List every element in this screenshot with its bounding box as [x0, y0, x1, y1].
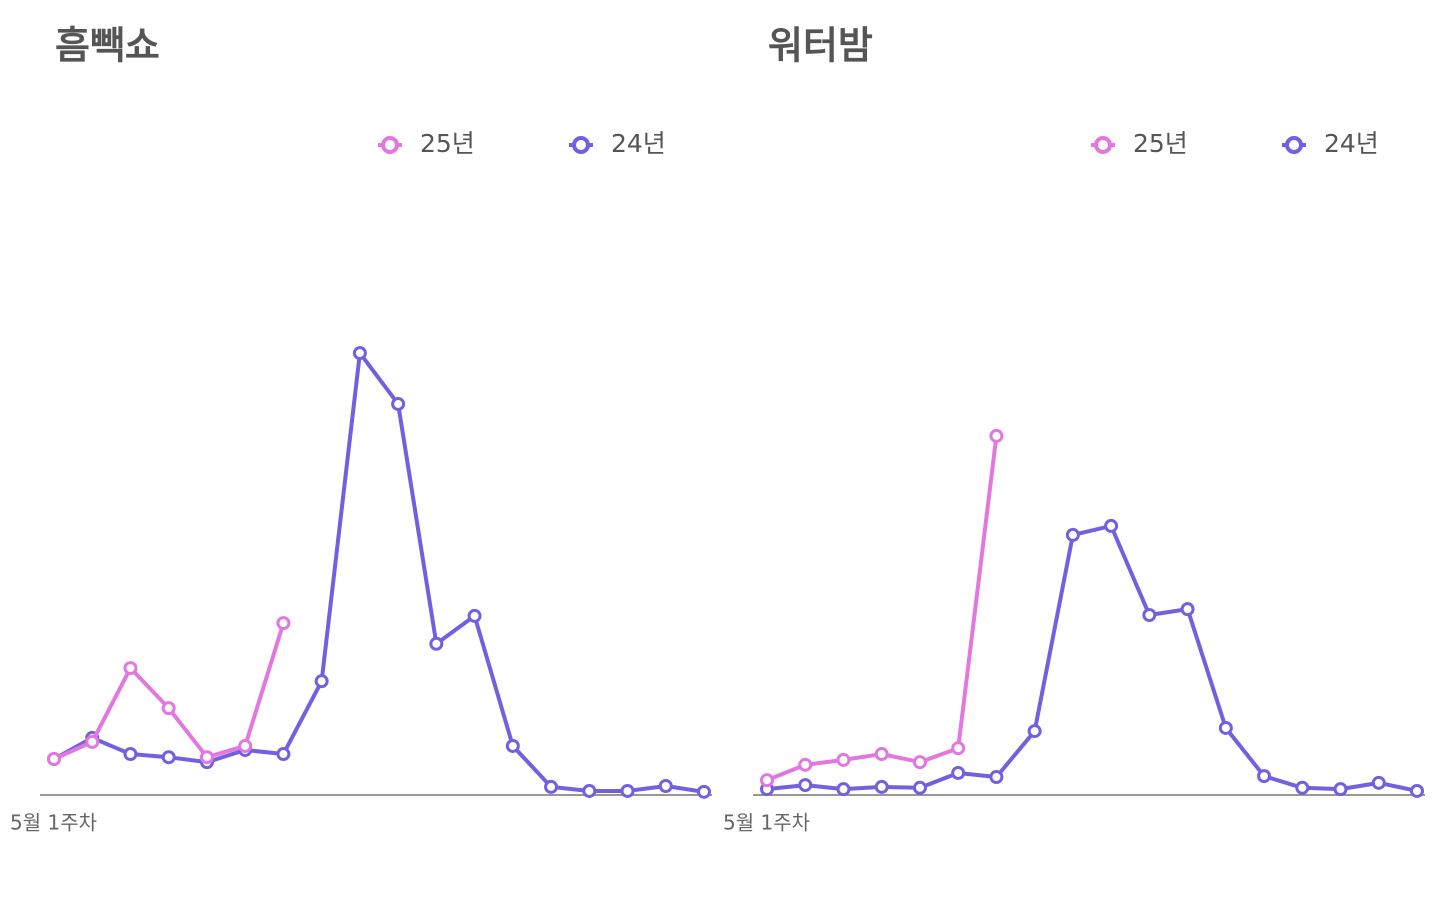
- data-point: [199, 750, 214, 765]
- data-point: [276, 616, 291, 631]
- data-point: [1333, 782, 1348, 797]
- data-point: [836, 782, 851, 797]
- data-point: [1104, 518, 1119, 533]
- data-point: [238, 738, 253, 753]
- data-point: [1295, 780, 1310, 795]
- legend-marker: [572, 136, 590, 154]
- chart-title: 흠빽쇼: [55, 24, 160, 68]
- data-point: [123, 747, 138, 762]
- data-point: [85, 734, 100, 749]
- series-line: [53, 351, 705, 794]
- data-point: [912, 755, 927, 770]
- series-line: [766, 435, 999, 783]
- legend-label: 24년: [1324, 129, 1379, 158]
- data-point: [658, 779, 673, 793]
- legend-label: 24년: [611, 129, 666, 158]
- data-point: [352, 346, 367, 361]
- data-point: [874, 779, 889, 794]
- data-point: [161, 750, 176, 765]
- data-point: [1027, 724, 1042, 739]
- data-point: [1065, 527, 1080, 542]
- legend-label: 25년: [1133, 129, 1188, 158]
- chart-title: 워터밤: [768, 24, 873, 68]
- data-point: [314, 674, 329, 689]
- legend-marker: [1285, 136, 1303, 154]
- data-point: [429, 636, 444, 651]
- data-point: [697, 784, 711, 799]
- data-point: [951, 765, 966, 780]
- data-point: [1180, 602, 1195, 617]
- data-point: [951, 741, 966, 756]
- series-line: [766, 523, 1418, 793]
- data-point: [798, 778, 813, 793]
- data-point: [1410, 783, 1424, 798]
- data-point: [1142, 608, 1157, 622]
- legend-label: 25년: [420, 129, 475, 158]
- data-point: [798, 757, 813, 772]
- data-point: [505, 738, 520, 753]
- data-point: [276, 747, 291, 762]
- data-point: [123, 661, 138, 676]
- x-tick-label: 5월 1주차: [10, 811, 97, 835]
- data-point: [874, 747, 889, 762]
- data-point: [989, 770, 1004, 784]
- data-point: [989, 428, 1004, 443]
- data-point: [836, 752, 851, 767]
- x-tick-label: 5월 1주차: [723, 811, 810, 835]
- data-point: [1218, 720, 1233, 735]
- data-point: [912, 780, 927, 795]
- data-point: [391, 396, 406, 411]
- data-point: [544, 779, 559, 794]
- legend-marker: [1094, 136, 1112, 154]
- data-point: [760, 773, 774, 788]
- data-point: [582, 783, 597, 798]
- legend-marker: [381, 136, 399, 154]
- data-point: [1371, 775, 1386, 790]
- data-point: [1257, 769, 1272, 784]
- data-point: [620, 783, 635, 798]
- data-point: [467, 608, 482, 623]
- data-point: [47, 752, 61, 766]
- data-point: [161, 701, 176, 716]
